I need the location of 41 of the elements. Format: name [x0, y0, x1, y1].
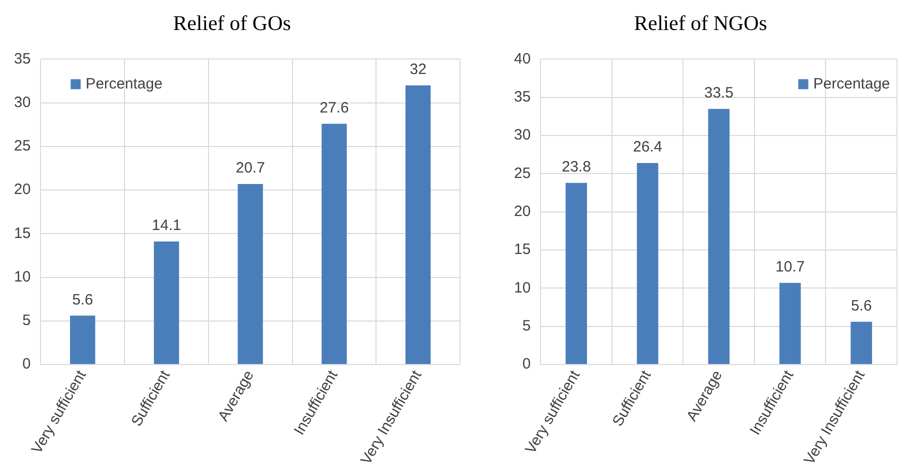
data-label: 23.8 [562, 158, 591, 176]
y-tick-label: 35 [514, 88, 531, 106]
y-tick-label: 30 [14, 94, 31, 111]
bar [636, 163, 658, 364]
bar [238, 184, 263, 364]
chart-title: Relief of NGOs [634, 11, 767, 36]
y-tick-label: 40 [514, 50, 531, 68]
bar [154, 242, 180, 364]
bar [708, 108, 730, 364]
bar [70, 316, 96, 364]
y-tick-label: 30 [514, 126, 531, 144]
y-tick-label: 5 [22, 312, 31, 330]
y-tick-label: 25 [514, 164, 531, 182]
y-tick-label: 15 [14, 224, 31, 242]
chart-title: Relief of GOs [173, 11, 291, 36]
y-tick-label: 0 [22, 356, 31, 373]
data-label: 5.6 [850, 297, 872, 314]
data-label: 33.5 [704, 84, 734, 102]
y-tick-label: 15 [514, 241, 531, 258]
legend-label: Percentage [86, 75, 162, 92]
data-label: 20.7 [236, 160, 265, 177]
y-tick-label: 25 [14, 138, 31, 155]
bar [322, 124, 347, 364]
bar [850, 322, 872, 364]
data-label: 10.7 [776, 258, 805, 276]
legend-label: Percentage [813, 75, 890, 92]
y-tick-label: 35 [14, 50, 31, 68]
y-tick-label: 10 [514, 279, 531, 296]
data-label: 27.6 [320, 99, 349, 116]
bar [405, 85, 431, 364]
data-label: 5.6 [72, 291, 94, 308]
y-tick-label: 20 [514, 203, 531, 220]
y-tick-label: 20 [14, 181, 31, 198]
y-tick-label: 5 [522, 318, 531, 335]
y-tick-label: 0 [522, 356, 531, 373]
data-label: 26.4 [632, 138, 662, 156]
y-tick-label: 10 [14, 268, 31, 286]
bar [566, 182, 588, 364]
data-label: 14.1 [152, 217, 182, 234]
data-label: 32 [410, 61, 426, 78]
bar [779, 282, 801, 364]
